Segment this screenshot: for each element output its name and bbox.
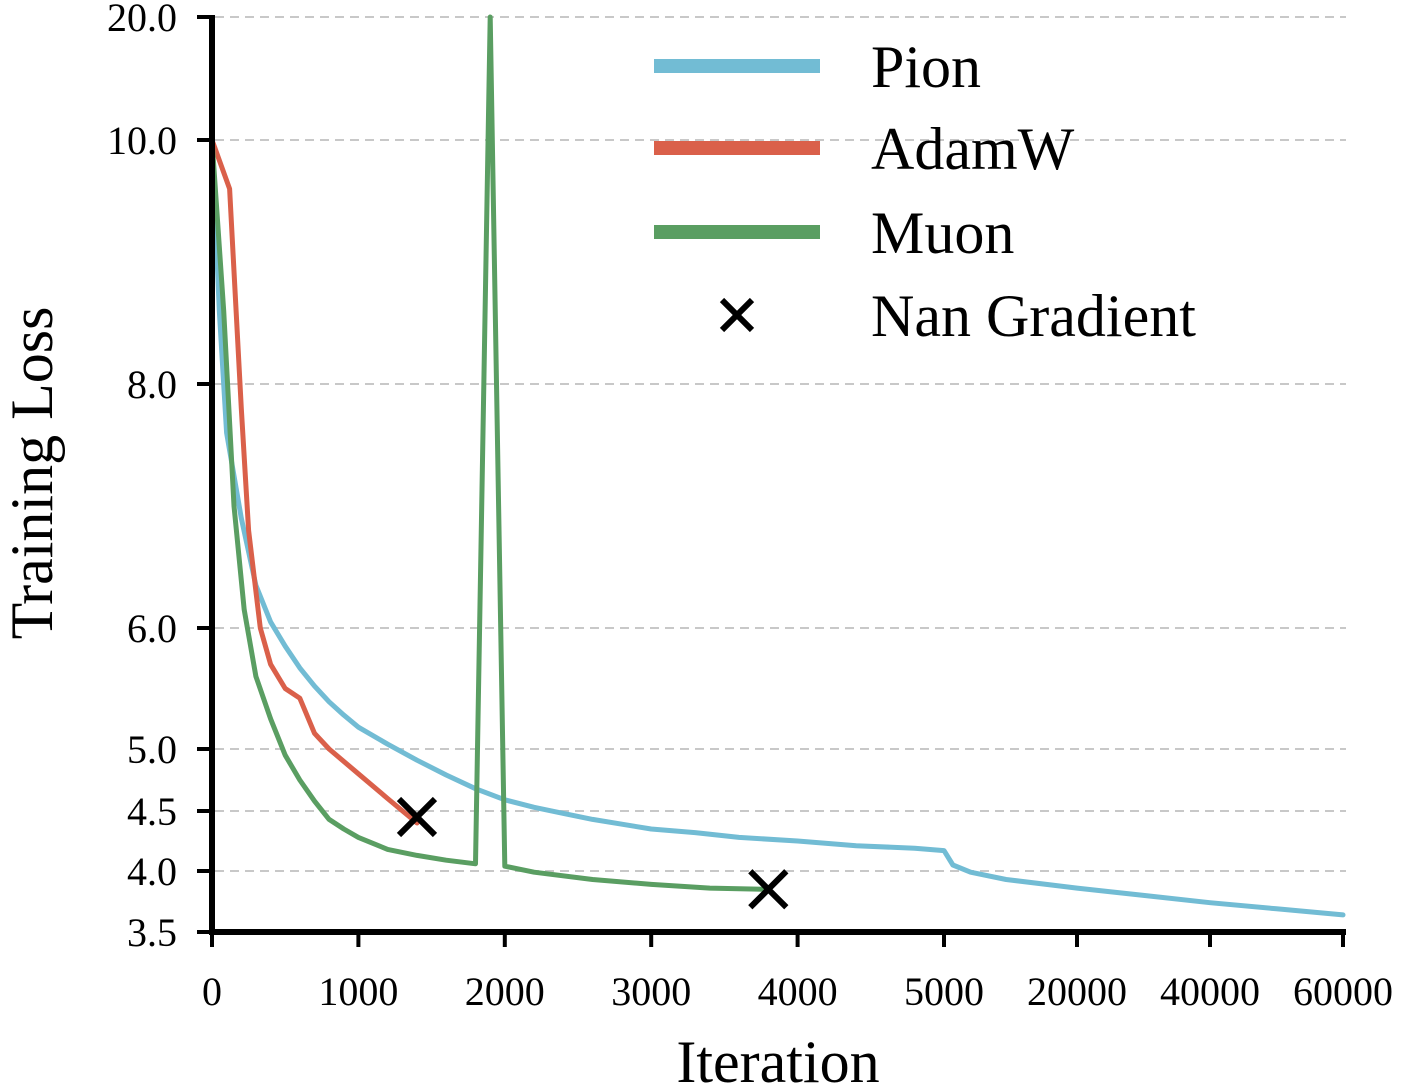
x-tick-label: 60000 xyxy=(1293,969,1393,1014)
x-tick-label: 20000 xyxy=(1027,969,1127,1014)
y-tick-label: 10.0 xyxy=(107,118,177,163)
legend-label: Muon xyxy=(871,200,1014,266)
y-tick-label: 6.0 xyxy=(127,606,177,651)
x-tick-label: 0 xyxy=(202,969,222,1014)
x-tick-label: 40000 xyxy=(1160,969,1260,1014)
nan-gradient-marker xyxy=(396,796,438,838)
nan-marker-layer xyxy=(396,796,789,910)
x-tick-label: 5000 xyxy=(904,969,984,1014)
series-line-adamw xyxy=(209,137,420,826)
x-tick-label: 1000 xyxy=(318,969,398,1014)
y-tick-label: 3.5 xyxy=(127,910,177,955)
y-axis-title: Training Loss xyxy=(0,307,65,640)
x-tick-label: 4000 xyxy=(758,969,838,1014)
series-layer xyxy=(209,14,1346,918)
legend-label: Pion xyxy=(871,34,981,100)
x-tick-label: 3000 xyxy=(611,969,691,1014)
x-tick-label: 2000 xyxy=(465,969,545,1014)
legend-x-icon xyxy=(719,297,755,333)
legend-item-adamw: AdamW xyxy=(654,116,1075,182)
series-line-muon xyxy=(209,14,771,892)
y-tick-label: 8.0 xyxy=(127,362,177,407)
legend-item-pion: Pion xyxy=(654,34,981,100)
legend-label: Nan Gradient xyxy=(871,283,1196,349)
legend: Pion AdamW Muon Nan Gradient xyxy=(654,34,1196,349)
legend-label: AdamW xyxy=(871,116,1075,182)
y-ticks: 3.5 4.0 4.5 5.0 6.0 8.0 10.0 20.0 xyxy=(107,0,212,955)
nan-gradient-marker xyxy=(748,869,789,910)
x-axis-title: Iteration xyxy=(676,1029,879,1087)
legend-item-nan-gradient: Nan Gradient xyxy=(719,283,1196,349)
axes xyxy=(209,15,1346,935)
y-tick-label: 20.0 xyxy=(107,0,177,40)
x-ticks: 0 1000 2000 3000 4000 5000 20000 40000 60000 xyxy=(202,932,1393,1014)
legend-item-muon: Muon xyxy=(654,200,1014,266)
y-tick-label: 4.0 xyxy=(127,849,177,894)
y-tick-label: 4.5 xyxy=(127,789,177,834)
y-tick-label: 5.0 xyxy=(127,727,177,772)
series-line-pion xyxy=(209,137,1346,918)
